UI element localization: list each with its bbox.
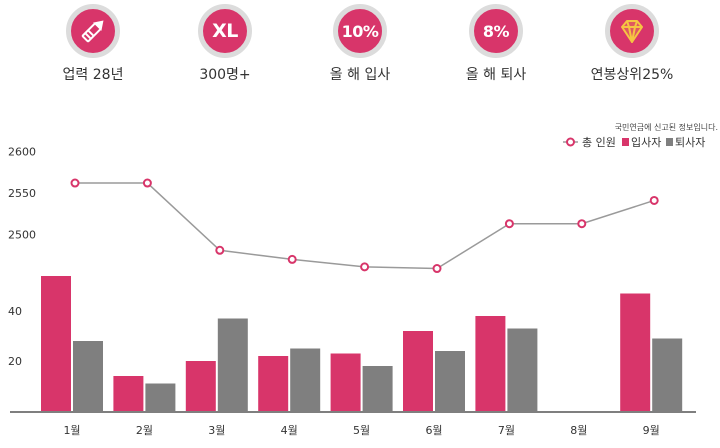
bar-leave xyxy=(217,318,248,411)
bar-hire xyxy=(258,356,289,411)
bar-hire xyxy=(113,376,144,411)
trend-point xyxy=(70,178,80,188)
bar-hire xyxy=(330,353,361,411)
trend-point xyxy=(215,245,225,255)
trend-point xyxy=(649,195,659,205)
stat-label: 300명+ xyxy=(199,67,251,83)
trend-point xyxy=(360,262,370,272)
chart-note: 국민연금에 신고된 정보입니다. xyxy=(615,122,718,132)
bar-leave xyxy=(290,348,321,411)
bar-hire xyxy=(41,276,71,411)
bar-leave xyxy=(435,351,465,411)
size-xl-icon: XL xyxy=(198,4,252,58)
y-tick-label-upper: 2600 xyxy=(8,146,36,159)
legend-label-leave: 퇴사자 xyxy=(675,136,705,149)
trend-point xyxy=(142,178,152,188)
bar-hire xyxy=(475,316,506,411)
legend-line-marker xyxy=(566,137,575,147)
trend-point xyxy=(287,254,297,264)
x-tick-label: 2월 xyxy=(136,424,153,437)
stat-size: XL 300명+ xyxy=(165,4,285,84)
legend-label-hire: 입사자 xyxy=(631,136,661,149)
x-tick-label: 8월 xyxy=(570,424,587,437)
legend-swatch-hire xyxy=(622,138,629,146)
stat-label: 올 해 입사 xyxy=(329,67,391,83)
bar-hire xyxy=(620,293,651,411)
bar-leave xyxy=(507,328,538,411)
bar-leave xyxy=(145,383,176,411)
percent-icon: 8% xyxy=(469,4,523,58)
pen-tool-icon xyxy=(66,4,120,58)
stat-hire: 10% 올 해 입사 xyxy=(300,4,420,84)
legend-swatch-leave xyxy=(666,138,673,146)
x-tick-label: 3월 xyxy=(208,424,225,437)
stats-row: 업력 28년 XL 300명+ 10% 올 해 입사 8% 올 해 퇴사 xyxy=(0,0,720,92)
trend-point xyxy=(432,264,442,274)
x-tick-label: 9월 xyxy=(643,424,660,437)
bar-hire xyxy=(185,361,216,411)
trend-point xyxy=(577,219,587,229)
x-tick-label: 5월 xyxy=(353,424,370,437)
trend-line xyxy=(75,182,655,270)
stat-leave: 8% 올 해 퇴사 xyxy=(436,4,556,84)
percent-icon: 10% xyxy=(333,4,387,58)
stat-label: 업력 28년 xyxy=(62,67,124,83)
legend-label-total: 총 인원 xyxy=(582,136,616,149)
x-tick-label: 6월 xyxy=(425,424,442,437)
badge-text: 10% xyxy=(341,21,379,41)
bar-leave xyxy=(362,366,393,411)
bar-hire xyxy=(403,331,433,411)
bar-leave xyxy=(73,341,103,411)
y-tick-label-upper: 2500 xyxy=(8,229,36,242)
badge-text: XL xyxy=(212,20,238,42)
bar-leave xyxy=(652,338,683,411)
x-tick-label: 7월 xyxy=(498,424,515,437)
stat-label: 연봉상위25% xyxy=(590,67,674,83)
stat-years: 업력 28년 xyxy=(33,4,153,84)
x-tick-label: 1월 xyxy=(63,424,80,437)
x-tick-label: 4월 xyxy=(281,424,298,437)
stat-salary: 연봉상위25% xyxy=(572,4,692,84)
legend: 총 인원 입사자 퇴사자 xyxy=(563,136,705,149)
badge-text: 8% xyxy=(482,21,510,41)
y-tick-label-lower: 20 xyxy=(8,355,22,368)
stat-label: 올 해 퇴사 xyxy=(465,67,527,83)
trend-point xyxy=(504,219,514,229)
y-tick-label-upper: 2550 xyxy=(8,187,36,200)
y-tick-label-lower: 40 xyxy=(8,305,22,318)
diamond-icon xyxy=(605,4,659,58)
